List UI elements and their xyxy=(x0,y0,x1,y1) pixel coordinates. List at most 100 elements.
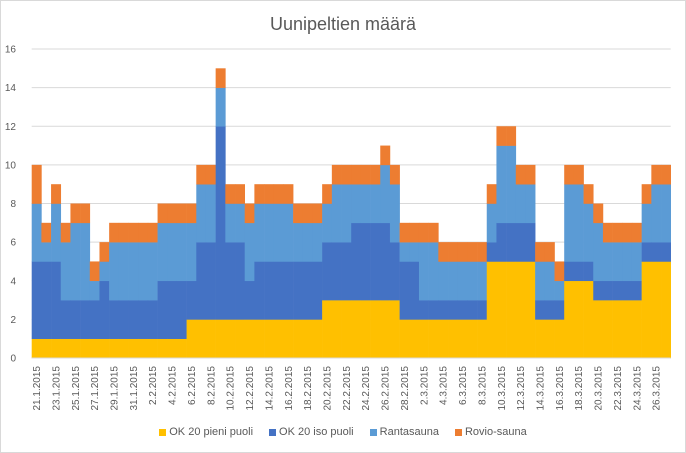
bar-segment xyxy=(573,280,584,359)
bar-segment xyxy=(496,145,507,224)
bar-segment xyxy=(428,319,439,359)
y-tick-label: 12 xyxy=(5,122,17,133)
bar-segment xyxy=(380,300,391,359)
bar-segment xyxy=(409,319,420,359)
bar-segment xyxy=(273,203,284,262)
bar-segment xyxy=(167,203,178,224)
x-tick-label: 18.2.2015 xyxy=(303,366,314,411)
bar-segment xyxy=(312,319,323,359)
bar-segment xyxy=(573,164,584,185)
bar-segment xyxy=(389,242,400,301)
bar-segment xyxy=(60,242,71,301)
bar-segment xyxy=(302,319,313,359)
bar-segment xyxy=(602,300,613,359)
bar-segment xyxy=(661,184,671,243)
bar-segment xyxy=(661,242,671,262)
bar-segment xyxy=(31,261,42,339)
bar-segment xyxy=(283,203,294,262)
bar-segment xyxy=(631,280,642,301)
bar-segment xyxy=(525,184,536,224)
bar-segment xyxy=(147,242,158,301)
bar-segment xyxy=(641,203,652,243)
x-tick-label: 2.2.2015 xyxy=(148,366,159,405)
bar-segment xyxy=(506,145,517,224)
bar-segment xyxy=(176,338,187,359)
x-tick-label: 27.1.2015 xyxy=(90,366,101,411)
bar-segment xyxy=(341,184,352,243)
x-tick-label: 12.2.2015 xyxy=(245,366,256,411)
bar-segment xyxy=(293,319,304,359)
bar-segment xyxy=(80,300,91,339)
bar-segment xyxy=(360,222,371,301)
bar-segment xyxy=(138,300,149,339)
bar-segment xyxy=(99,242,110,262)
bar-segment xyxy=(244,319,255,359)
bar-segment xyxy=(312,222,323,262)
bar-segment xyxy=(399,261,410,320)
x-tick-label: 10.2.2015 xyxy=(226,366,237,411)
bar-segment xyxy=(205,164,216,185)
bar-segment xyxy=(554,300,565,320)
bar-segment xyxy=(186,319,197,359)
bar-segment xyxy=(448,300,458,320)
bar-segment xyxy=(622,222,633,243)
bar-segment xyxy=(486,203,497,243)
x-tick-label: 18.3.2015 xyxy=(574,366,585,411)
x-tick-label: 4.2.2015 xyxy=(168,366,179,405)
bar-segment xyxy=(418,222,429,243)
bar-segment xyxy=(467,300,478,320)
bar-segment xyxy=(467,242,478,262)
bar-segment xyxy=(554,280,565,301)
bar-segment xyxy=(418,300,429,320)
bar-segment xyxy=(535,261,546,301)
bar-segment xyxy=(186,222,197,282)
legend-item: Rovio-sauna xyxy=(454,426,527,438)
y-tick-label: 6 xyxy=(10,238,16,249)
bar-segment xyxy=(205,319,216,359)
bar-segment xyxy=(370,164,381,185)
bar-segment xyxy=(157,203,168,224)
bar-segment xyxy=(70,338,81,359)
bar-segment xyxy=(496,261,507,359)
x-tick-label: 6.3.2015 xyxy=(458,366,469,405)
bar-segment xyxy=(341,242,352,301)
bar-segment xyxy=(283,319,294,359)
bar-segment xyxy=(515,184,526,224)
bar-segment xyxy=(651,184,662,243)
bar-segment xyxy=(244,222,255,282)
bar-segment xyxy=(215,87,226,127)
bar-segment xyxy=(196,164,207,185)
bar-segment xyxy=(583,280,594,359)
bar-segment xyxy=(428,242,439,301)
bar-segment xyxy=(515,261,526,359)
bar-segment xyxy=(225,319,236,359)
bar-segment xyxy=(573,261,584,282)
bar-segment xyxy=(215,319,226,359)
bar-segment xyxy=(264,203,275,262)
bar-segment xyxy=(583,184,594,204)
bar-segment xyxy=(399,222,410,243)
bar-segment xyxy=(283,261,294,320)
legend-swatch xyxy=(159,428,167,436)
bar-segment xyxy=(293,261,304,320)
bar-segment xyxy=(409,222,420,243)
bar-segment xyxy=(157,338,168,359)
bar-segment xyxy=(457,261,468,301)
bar-segment xyxy=(631,222,642,243)
bar-segment xyxy=(118,338,129,359)
bar-segment xyxy=(41,338,52,359)
bar-segment xyxy=(612,222,623,243)
legend-label: OK 20 iso puoli xyxy=(279,426,354,438)
bar-segment xyxy=(176,222,187,282)
bar-segment xyxy=(486,242,497,262)
bar-segment xyxy=(525,222,536,262)
bar-segment xyxy=(641,242,652,262)
legend-swatch xyxy=(369,428,377,436)
bar-segment xyxy=(89,280,100,301)
bar-segment xyxy=(196,319,207,359)
bar-segment xyxy=(109,222,120,243)
x-tick-label: 22.2.2015 xyxy=(342,366,353,411)
bar-segment xyxy=(60,338,71,359)
bar-segment xyxy=(176,203,187,224)
